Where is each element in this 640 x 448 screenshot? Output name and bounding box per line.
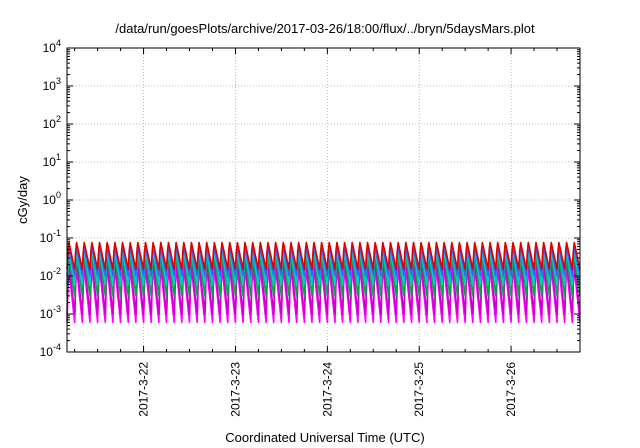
y-tick-exponent: 2 bbox=[56, 114, 61, 124]
x-tick-labels: 2017-3-22 2017-3-23 2017-3-24 2017-3-25 2017… bbox=[137, 362, 519, 417]
y-tick-base: 10 bbox=[43, 193, 57, 207]
y-tick-label: 100 bbox=[43, 190, 61, 207]
y-axis-label: cGy/day bbox=[15, 176, 30, 224]
x-tick-label: 2017-3-26 bbox=[504, 362, 518, 417]
y-tick-label: 10-4 bbox=[40, 342, 61, 359]
x-tick-label: 2017-3-23 bbox=[228, 362, 242, 417]
y-tick-base: 10 bbox=[43, 155, 57, 169]
y-tick-label: 10-2 bbox=[40, 266, 61, 283]
y-tick-exponent: -2 bbox=[53, 266, 61, 276]
y-tick-label: 10-3 bbox=[40, 304, 61, 321]
y-tick-base: 10 bbox=[40, 307, 54, 321]
y-tick-exponent: 0 bbox=[56, 190, 61, 200]
series-line bbox=[66, 241, 581, 271]
y-tick-exponent: -3 bbox=[53, 304, 61, 314]
chart-title: /data/run/goesPlots/archive/2017-03-26/1… bbox=[115, 21, 535, 36]
x-tick-label: 2017-3-24 bbox=[320, 362, 334, 417]
y-tick-exponent: -4 bbox=[53, 342, 61, 352]
y-tick-base: 10 bbox=[40, 231, 54, 245]
x-axis-label: Coordinated Universal Time (UTC) bbox=[225, 430, 424, 445]
y-tick-base: 10 bbox=[43, 79, 57, 93]
y-tick-exponent: 4 bbox=[56, 38, 61, 48]
y-tick-label: 102 bbox=[43, 114, 61, 131]
axis-ticks bbox=[67, 47, 581, 353]
x-tick-label: 2017-3-25 bbox=[412, 362, 426, 417]
y-tick-base: 10 bbox=[40, 345, 54, 359]
y-tick-exponent: -1 bbox=[53, 228, 61, 238]
y-tick-exponent: 3 bbox=[56, 76, 61, 86]
y-tick-label: 103 bbox=[43, 76, 61, 93]
y-tick-label: 101 bbox=[43, 152, 61, 169]
y-tick-base: 10 bbox=[43, 117, 57, 131]
series-layer bbox=[66, 241, 581, 324]
y-tick-label: 104 bbox=[43, 38, 61, 55]
y-tick-exponent: 1 bbox=[56, 152, 61, 162]
y-tick-base: 10 bbox=[43, 41, 57, 55]
y-tick-base: 10 bbox=[40, 269, 54, 283]
x-tick-label: 2017-3-22 bbox=[137, 362, 151, 417]
y-tick-label: 10-1 bbox=[40, 228, 61, 245]
